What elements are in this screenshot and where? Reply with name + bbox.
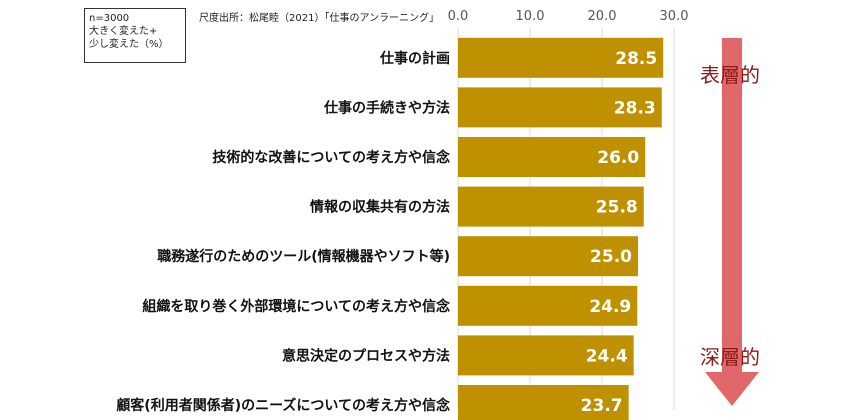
sample-size-label: n=3000 <box>89 13 130 24</box>
data-label: 24.4 <box>586 346 628 366</box>
data-label: 28.3 <box>614 98 656 118</box>
arrow-bottom-label: 深層的 <box>700 345 760 369</box>
category-label: 情報の収集共有の方法 <box>310 199 450 216</box>
category-label: 顧客(利用者関係者)のニーズについての考え方や信念 <box>116 397 451 414</box>
bar <box>458 385 629 420</box>
data-label: 25.0 <box>590 247 632 267</box>
data-label: 25.8 <box>596 198 638 218</box>
measure-label-line1: 大きく変えた+ <box>89 26 158 37</box>
category-label: 組織を取り巻く外部環境についての考え方や信念 <box>142 298 451 315</box>
category-label: 職務遂行のためのツール(情報機器やソフト等) <box>157 248 450 265</box>
data-label: 26.0 <box>597 148 639 168</box>
bar <box>458 335 634 376</box>
direction-arrow-shaft <box>722 38 742 376</box>
x-tick-label: 0.0 <box>448 9 469 24</box>
x-tick-label: 30.0 <box>660 9 689 24</box>
x-tick-label: 10.0 <box>516 9 545 24</box>
source-note: 尺度出所：松尾睦（2021）「仕事のアンラーニング」 <box>199 13 440 24</box>
bar <box>458 236 638 277</box>
bar <box>458 186 644 227</box>
data-label: 24.9 <box>589 297 631 317</box>
category-label: 仕事の手続きや方法 <box>323 99 450 116</box>
category-label: 仕事の計画 <box>379 50 450 67</box>
arrow-top-label: 表層的 <box>700 63 760 87</box>
bar <box>458 137 646 177</box>
bar <box>458 87 662 128</box>
category-label: 意思決定のプロセスや方法 <box>282 347 450 364</box>
x-tick-label: 20.0 <box>588 9 617 24</box>
data-label: 28.5 <box>615 49 657 69</box>
measure-label-line2: 少し変えた（%） <box>89 39 169 50</box>
direction-arrow-head <box>705 372 759 406</box>
bar <box>458 37 664 78</box>
category-label: 技術的な改善についての考え方や信念 <box>212 149 451 166</box>
bar <box>458 285 638 326</box>
legend-box: n=3000 大きく変えた+ 少し変えた（%） <box>84 8 186 63</box>
data-label: 23.7 <box>581 396 623 416</box>
